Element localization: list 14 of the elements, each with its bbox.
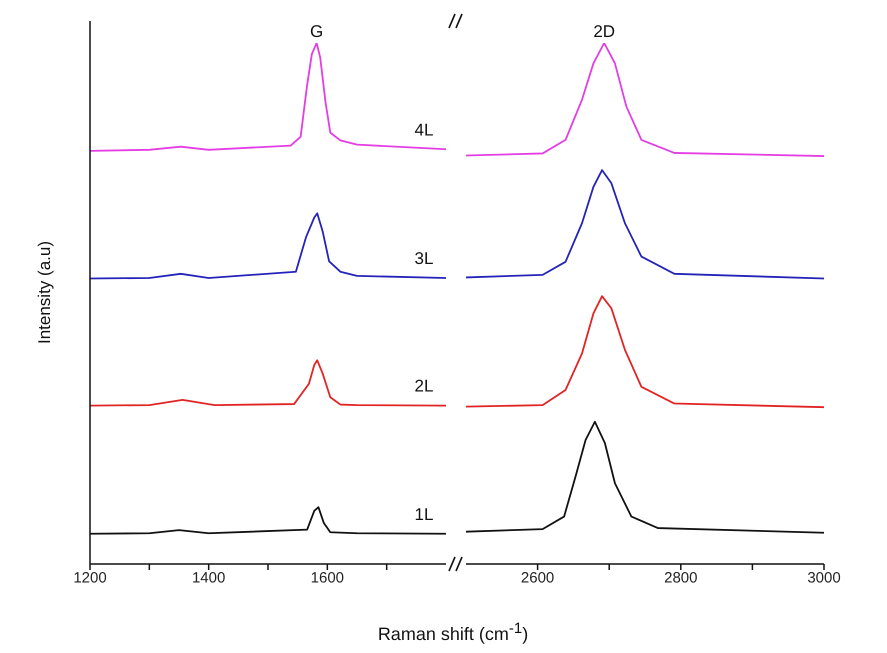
x-tick-label: 2800 [664, 570, 698, 587]
x-tick-label: 1400 [192, 570, 226, 587]
x-tick-label: 2600 [520, 570, 554, 587]
series-label: 3L [414, 248, 434, 268]
series-label: 1L [414, 504, 434, 524]
y-axis-title: Intensity (a.u) [35, 241, 54, 344]
annotation: G [310, 22, 324, 41]
x-tick-label: 1200 [73, 570, 107, 587]
x-axis-title: Raman shift (cm$^{-1}$) [376, 620, 530, 645]
annotation: 2D [593, 22, 616, 41]
x-tick-label: 3000 [807, 570, 841, 587]
series-label: 4L [414, 120, 434, 140]
x-tick-label: 1600 [310, 570, 344, 587]
series-label: 2L [414, 376, 434, 396]
